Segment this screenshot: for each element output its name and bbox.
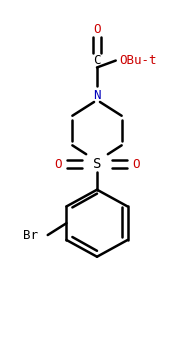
Text: N: N <box>93 89 101 101</box>
Text: O: O <box>93 23 101 35</box>
Text: O: O <box>133 158 140 171</box>
Text: OBu-t: OBu-t <box>120 54 157 67</box>
Text: C: C <box>93 54 101 67</box>
Text: Br: Br <box>23 228 38 242</box>
Text: S: S <box>93 157 101 171</box>
Text: O: O <box>54 158 61 171</box>
